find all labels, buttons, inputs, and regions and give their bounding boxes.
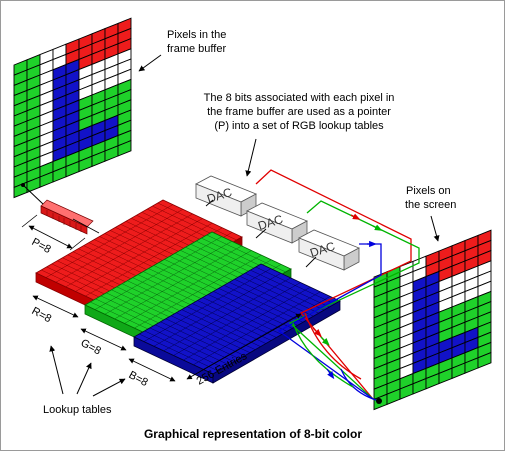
pixel-cell bbox=[117, 139, 132, 157]
table-bit-line bbox=[134, 254, 262, 329]
table-bit-line bbox=[114, 245, 242, 320]
entries-dimension bbox=[186, 313, 302, 380]
frame-buffer-label-line2: frame buffer bbox=[167, 43, 226, 55]
lookup-arrow-red bbox=[49, 345, 64, 395]
g-dimension bbox=[80, 328, 127, 351]
dac-blue: DAC bbox=[298, 229, 360, 271]
screen-pixel-grid bbox=[373, 229, 492, 411]
pixel-cell bbox=[477, 351, 492, 369]
screen-callout bbox=[430, 215, 440, 242]
table-bit-line bbox=[85, 222, 213, 297]
p-bits-label: P=8 bbox=[30, 236, 53, 256]
blue-wire-arrow bbox=[326, 368, 335, 380]
p-dimension-tick bbox=[69, 237, 86, 251]
green-table-to-dac bbox=[255, 228, 267, 239]
pointer-note-line1: The 8 bits associated with each pixel in bbox=[204, 92, 395, 104]
pointer-note-line2: the frame buffer are used as a pointer bbox=[207, 106, 391, 118]
screen-label-line1: Pixels on bbox=[406, 185, 451, 197]
red-signal-curve bbox=[304, 312, 362, 380]
table-bit-line bbox=[45, 204, 174, 278]
pointer-callout bbox=[245, 138, 257, 177]
blue-table-to-dac bbox=[305, 256, 317, 268]
r-dimension bbox=[32, 295, 79, 318]
p-dimension bbox=[28, 225, 73, 249]
table-bit-line bbox=[153, 273, 281, 347]
dac-red: DAC bbox=[195, 175, 257, 217]
green-wire-arrow bbox=[372, 224, 383, 231]
green-wire-arrow bbox=[320, 336, 330, 346]
green-signal-wire bbox=[288, 200, 420, 400]
lookup-arrow-green bbox=[76, 362, 92, 395]
screen-pixel-marker bbox=[376, 398, 382, 404]
table-bit-line bbox=[94, 236, 223, 310]
pixel-to-pointer-line bbox=[22, 184, 44, 205]
frame-buffer-grid bbox=[13, 17, 132, 199]
pixel-marker bbox=[21, 183, 25, 187]
pointer-note-line3: (P) into a set of RGB lookup tables bbox=[214, 120, 384, 132]
p-leader bbox=[72, 218, 100, 234]
table-bit-line bbox=[124, 250, 252, 324]
g-bits-label: G=8 bbox=[79, 337, 103, 358]
red-table-to-dac bbox=[205, 199, 214, 207]
dac-green: DAC bbox=[246, 202, 308, 244]
table-bit-line bbox=[75, 218, 203, 292]
r-bits-label: R=8 bbox=[30, 305, 54, 325]
b-bits-label: B=8 bbox=[127, 369, 150, 389]
table-bit-line bbox=[104, 241, 232, 315]
table-bit-line bbox=[143, 268, 272, 342]
red-wire-arrow bbox=[350, 213, 361, 220]
frame-buffer-callout bbox=[138, 54, 162, 72]
lookup-tables-label: Lookup tables bbox=[43, 404, 112, 416]
red-signal-wire bbox=[255, 169, 412, 400]
frame-buffer-label-line1: Pixels in the bbox=[167, 29, 226, 41]
pointer-register bbox=[40, 199, 94, 235]
diagram-caption: Graphical representation of 8-bit color bbox=[144, 427, 362, 441]
table-bit-line bbox=[55, 209, 183, 283]
blue-signal-curve bbox=[340, 368, 380, 402]
lookup-arrow-blue bbox=[92, 378, 126, 397]
p-dimension-tick bbox=[21, 214, 38, 228]
screen-label-line2: the screen bbox=[405, 199, 456, 211]
b-dimension bbox=[128, 358, 176, 382]
red-wire-arrow bbox=[312, 327, 322, 337]
table-bit-line bbox=[65, 213, 193, 288]
